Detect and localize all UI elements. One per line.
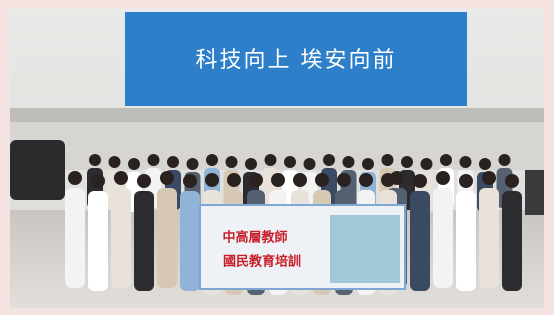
person-head	[227, 173, 241, 187]
person-head	[362, 158, 374, 170]
person-head	[482, 171, 496, 185]
person-body	[88, 191, 108, 291]
person-head	[249, 173, 263, 187]
person-head	[284, 156, 296, 168]
person-head	[337, 173, 351, 187]
person-head	[413, 174, 427, 188]
person-body	[479, 188, 499, 288]
person-head	[381, 173, 395, 187]
person-head	[421, 158, 433, 170]
person-body	[134, 191, 154, 291]
person-head	[293, 173, 307, 187]
person-head	[128, 158, 140, 170]
person-head	[436, 171, 450, 185]
car-left	[10, 140, 65, 200]
photo: 科技向上 埃安向前 中高層教師 國民教育培訓	[0, 0, 554, 315]
person-head	[359, 173, 373, 187]
person-body	[157, 188, 177, 288]
person-head	[315, 173, 329, 187]
person-head	[89, 154, 101, 166]
person-head	[245, 158, 257, 170]
ceiling-beam	[10, 108, 544, 122]
person-head	[206, 154, 218, 166]
person-head	[343, 156, 355, 168]
car-right	[525, 170, 544, 215]
person-head	[479, 158, 491, 170]
person-body	[502, 191, 522, 291]
person-head	[265, 154, 277, 166]
person-body	[433, 188, 453, 288]
person-body	[111, 188, 131, 288]
person-head	[183, 174, 197, 188]
person-head	[68, 171, 82, 185]
banner-line: 中高層教師	[222, 230, 287, 246]
person-body	[180, 191, 200, 291]
person-head	[401, 156, 413, 168]
person-head	[160, 171, 174, 185]
person-head	[382, 154, 394, 166]
page: 科技向上 埃安向前 中高層教師 國民教育培訓 (() => { const da…	[0, 0, 554, 315]
person-head	[148, 154, 160, 166]
person-head	[323, 154, 335, 166]
person-head	[499, 154, 511, 166]
person-head	[459, 174, 473, 188]
person-head	[137, 174, 151, 188]
person-body	[410, 191, 430, 291]
person-head	[91, 174, 105, 188]
wall-sign-text: 科技向上 埃安向前	[196, 48, 397, 73]
banner-art	[330, 215, 400, 283]
person-body	[456, 191, 476, 291]
person-head	[187, 158, 199, 170]
person-head	[226, 156, 238, 168]
person-head	[167, 156, 179, 168]
person-head	[205, 173, 219, 187]
person-body	[65, 188, 85, 288]
person-head	[460, 156, 472, 168]
banner-line: 國民教育培訓	[223, 254, 301, 270]
person-head	[304, 158, 316, 170]
person-head	[440, 154, 452, 166]
person-head	[271, 173, 285, 187]
person-head	[114, 171, 128, 185]
person-head	[505, 174, 519, 188]
person-head	[109, 156, 121, 168]
